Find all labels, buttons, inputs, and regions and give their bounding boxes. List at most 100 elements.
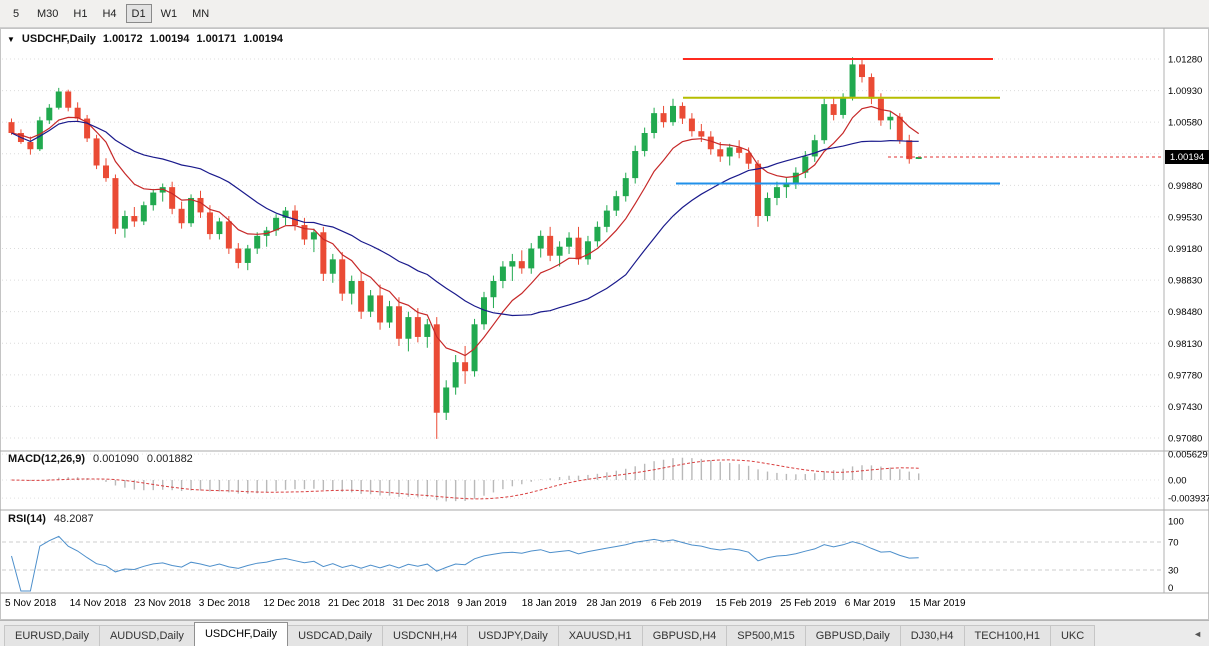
price-scale-label: 0.99880 [1168,181,1202,192]
chart-tab-xauusd-h1[interactable]: XAUUSD,H1 [557,625,643,646]
price-scale-label: 1.00580 [1168,118,1202,129]
date-axis-label: 15 Feb 2019 [716,598,773,609]
candle-body [859,64,865,78]
candle-body [802,156,809,173]
price-scale-label: 0.97780 [1168,370,1202,381]
tab-scroll-left-icon[interactable]: ◄ [1188,627,1207,641]
rsi-value: 48.2087 [53,513,94,525]
candle-body [632,151,639,179]
candle-body [121,216,128,229]
timeframe-button-h4[interactable]: H4 [102,7,117,20]
candle-body [764,197,771,217]
price-scale-label: 0.98130 [1168,339,1202,350]
candle-body [670,105,676,123]
candle-body [499,266,506,281]
candle-body [613,196,620,211]
date-axis-label: 9 Jan 2019 [457,598,507,609]
candle-body [726,147,733,157]
price-scale-label: 1.00930 [1168,86,1202,97]
chart-tab-sp500-m15[interactable]: SP500,M15 [726,625,806,646]
date-axis-label: 23 Nov 2018 [134,598,191,609]
timeframe-button-m30[interactable]: M30 [37,7,59,20]
candle-body [566,237,573,247]
macd-signal-line [11,459,919,500]
candle-body [811,140,818,157]
candle-body [244,248,251,263]
candle-body [868,77,875,99]
rsi-name: RSI(14) [8,513,46,525]
ohlc-close: 1.00194 [243,33,283,45]
chart-tab-usdchf-daily[interactable]: USDCHF,Daily [193,622,289,646]
candle-body [896,116,903,141]
macd-main-value: 0.001090 [93,453,139,465]
candle-body [433,324,440,413]
price-scale-label: 0.97080 [1168,434,1202,445]
candle-body [159,187,166,193]
macd-scale-label: 0.00 [1168,476,1187,487]
price-scale-label: 0.98830 [1168,276,1202,287]
timeframe-button-5[interactable]: 5 [12,7,20,20]
chart-tab-tech100-h1[interactable]: TECH100,H1 [963,625,1051,646]
timeframe-button-mn[interactable]: MN [192,7,210,20]
candle-body [509,261,516,267]
candle-body [792,172,799,184]
candle-body [651,113,658,133]
chart-tab-usdjpy-daily[interactable]: USDJPY,Daily [467,625,559,646]
candle-body [528,248,535,269]
candle-body [27,142,34,150]
candle-body [377,295,384,323]
date-axis-label: 6 Feb 2019 [651,598,702,609]
chart-tab-dj30-h4[interactable]: DJ30,H4 [899,625,965,646]
candle-body [103,165,109,179]
price-scale-label: 1.01280 [1168,55,1202,66]
candle-body [140,205,147,222]
candle-body [915,157,922,159]
candle-body [273,217,280,231]
candle-body [367,295,374,312]
timeframe-button-w1[interactable]: W1 [160,7,178,20]
rsi-line [11,535,919,592]
chart-tab-audusd-daily[interactable]: AUDUSD,Daily [98,625,195,646]
date-axis-label: 6 Mar 2019 [845,598,896,609]
candle-body [55,91,62,108]
ohlc-low: 1.00171 [196,33,237,45]
timeframe-button-d1[interactable]: D1 [125,4,152,23]
candle-body [216,221,223,235]
chart-tab-ukc[interactable]: UKC [1049,625,1096,646]
price-scale[interactable] [1164,28,1209,593]
candle-body [745,152,752,164]
chart-tab-usdcnh-h4[interactable]: USDCNH,H4 [382,625,469,646]
candle-body [518,261,525,269]
chart-tab-gbpusd-daily[interactable]: GBPUSD,Daily [804,625,901,646]
candle-body [575,237,582,260]
candle-body [840,96,847,115]
date-axis-label: 28 Jan 2019 [586,598,641,609]
candle-body [490,280,497,298]
candle-body [292,210,298,226]
candle-body [74,107,81,119]
time-scale[interactable] [0,594,1164,620]
chart-tab-gbpusd-h4[interactable]: GBPUSD,H4 [641,625,728,646]
candle-body [46,107,53,121]
date-axis-label: 21 Dec 2018 [328,598,385,609]
candle-body [603,210,610,227]
candle-body [206,212,213,235]
timeframe-buttons: 5 M30 H1 H4 D1 W1 MN [4,4,215,23]
date-axis-label: 5 Nov 2018 [5,598,57,609]
candle-body [395,306,402,339]
timeframe-button-h1[interactable]: H1 [73,7,88,20]
rsi-scale-label: 0 [1168,583,1173,594]
candle-body [452,362,459,388]
chart-tab-usdcad-daily[interactable]: USDCAD,Daily [287,625,384,646]
candle-body [301,225,308,240]
candle-body [556,246,563,256]
chart-tab-eurusd-daily[interactable]: EURUSD,Daily [4,625,100,646]
ma-slow-line [11,120,919,317]
candle-body [773,187,780,198]
candle-body [594,226,601,242]
candle-body [386,306,393,323]
candle-body [755,163,762,217]
candle-body [660,113,667,123]
chart-window[interactable] [0,28,1209,620]
price-chart-canvas[interactable]: 1.012801.009301.005801.002300.998800.995… [0,28,1209,620]
